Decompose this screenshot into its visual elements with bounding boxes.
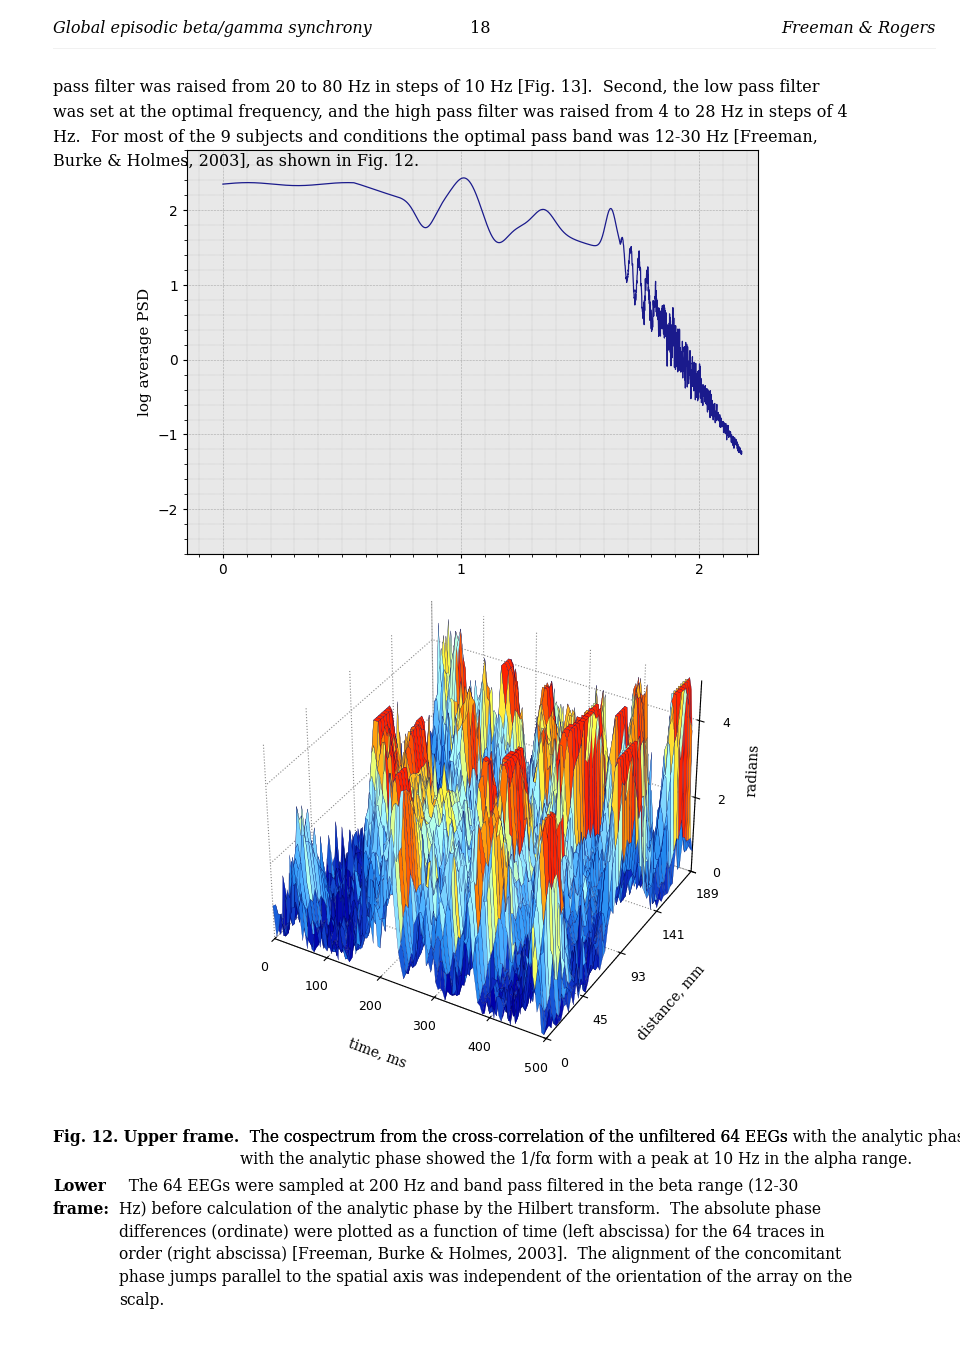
Y-axis label: distance, mm: distance, mm (635, 962, 707, 1042)
Text: The 64 EEGs were sampled at 200 Hz and band pass filtered in the beta range (12-: The 64 EEGs were sampled at 200 Hz and b… (119, 1178, 852, 1309)
Text: 18: 18 (469, 21, 491, 37)
Text: Lower
frame:: Lower frame: (53, 1178, 109, 1218)
Text: Freeman & Rogers: Freeman & Rogers (781, 21, 936, 37)
X-axis label: log frequency, Hz: log frequency, Hz (405, 583, 540, 596)
Text: Hz.  For most of the 9 subjects and conditions the optimal pass band was 12-30 H: Hz. For most of the 9 subjects and condi… (53, 129, 818, 145)
Text: Burke & Holmes, 2003], as shown in Fig. 12.: Burke & Holmes, 2003], as shown in Fig. … (53, 153, 419, 170)
Text: The cospectrum from the cross-correlation of the unfiltered 64 EEGs with the ana: The cospectrum from the cross-correlatio… (240, 1129, 960, 1145)
Text: Fig. 12. Upper frame.: Fig. 12. Upper frame. (53, 1129, 239, 1145)
X-axis label: time, ms: time, ms (347, 1036, 409, 1070)
Y-axis label: log average PSD: log average PSD (138, 289, 152, 416)
Text: was set at the optimal frequency, and the high pass filter was raised from 4 to : was set at the optimal frequency, and th… (53, 104, 848, 120)
Text: The cospectrum from the cross-correlation of the unfiltered 64 EEGs
with the ana: The cospectrum from the cross-correlatio… (240, 1129, 912, 1168)
Text: Global episodic beta/gamma synchrony: Global episodic beta/gamma synchrony (53, 21, 372, 37)
Text: pass filter was raised from 20 to 80 Hz in steps of 10 Hz [Fig. 13].  Second, th: pass filter was raised from 20 to 80 Hz … (53, 79, 819, 96)
